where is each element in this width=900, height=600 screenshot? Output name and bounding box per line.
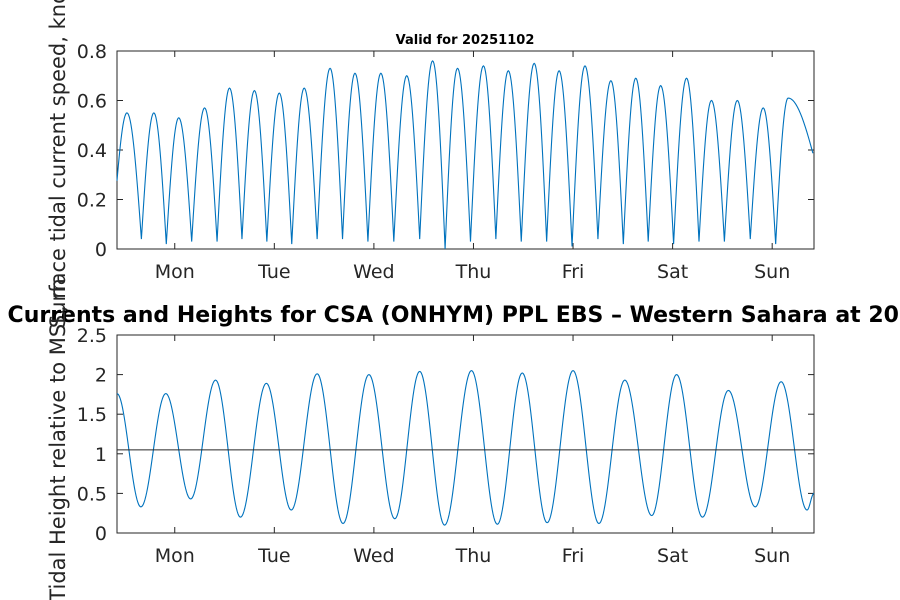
tidal-height-ytick-label: 0.5 (77, 483, 107, 505)
tidal-height-ytick-label: 2 (95, 365, 107, 387)
current-speed-xtick-label: Wed (353, 261, 394, 283)
tidal-height-ytick-label: 1 (95, 444, 107, 466)
tidal-height-line (116, 370, 815, 526)
tidal-height-ytick-label: 2.5 (77, 325, 107, 347)
current-speed-ticks: 0 0.2 0.4 0.6 0.8 Mon Tue Wed Thu Fri Sat Sun (77, 41, 814, 283)
tidal-height-ytick-label: 1.5 (77, 404, 107, 426)
current-speed-ytick-label: 0.8 (77, 41, 107, 63)
tidal-height-xtick-label: Sun (754, 545, 790, 567)
tidal-height-panel: 0 0.5 1 1.5 2 2.5 Mon Tue Wed Thu Fri Sat Sun Tidal … (0, 278, 900, 600)
current-speed-xtick-label: Sat (657, 261, 688, 283)
current-speed-ytick-label: 0.2 (77, 190, 107, 212)
tidal-height-axes-box (116, 334, 815, 534)
current-speed-ytick-label: 0 (95, 239, 107, 261)
current-speed-line (116, 60, 814, 250)
tidal-height-series (116, 370, 815, 526)
current-speed-panel: 0 0.2 0.4 0.6 0.8 Mon Tue Wed Thu Fri Sat Sun Valid… (46, 0, 815, 328)
tidal-height-xtick-label: Fri (562, 545, 585, 567)
current-speed-xtick-label: Sun (754, 261, 790, 283)
current-speed-xtick-label: Fri (562, 261, 585, 283)
current-speed-ylabel: Surface tidal current speed, knots (46, 0, 70, 328)
tidal-height-xtick-label: Wed (353, 545, 394, 567)
current-speed-xtick-label: Mon (155, 261, 195, 283)
tidal-height-xtick-label: Sat (657, 545, 688, 567)
tidal-height-xtick-label: Tue (257, 545, 290, 567)
tidal-height-ylabel: Tidal Height relative to MSL, m (46, 278, 70, 600)
current-speed-title: Valid for 20251102 (396, 33, 535, 48)
tidal-height-ytick-label: 0 (95, 523, 107, 545)
current-speed-series (116, 60, 814, 250)
tidal-height-xtick-label: Thu (455, 545, 492, 567)
tidal-height-xtick-label: Mon (155, 545, 195, 567)
current-speed-ytick-label: 0.6 (77, 91, 107, 113)
tidal-height-title: Tidal Currents and Heights for CSA (ONHY… (0, 303, 900, 328)
current-speed-xtick-label: Thu (455, 261, 492, 283)
current-speed-ytick-label: 0.4 (77, 140, 107, 162)
tidal-height-ticks: 0 0.5 1 1.5 2 2.5 Mon Tue Wed Thu Fri Sat Sun (77, 325, 814, 567)
current-speed-xtick-label: Tue (257, 261, 290, 283)
